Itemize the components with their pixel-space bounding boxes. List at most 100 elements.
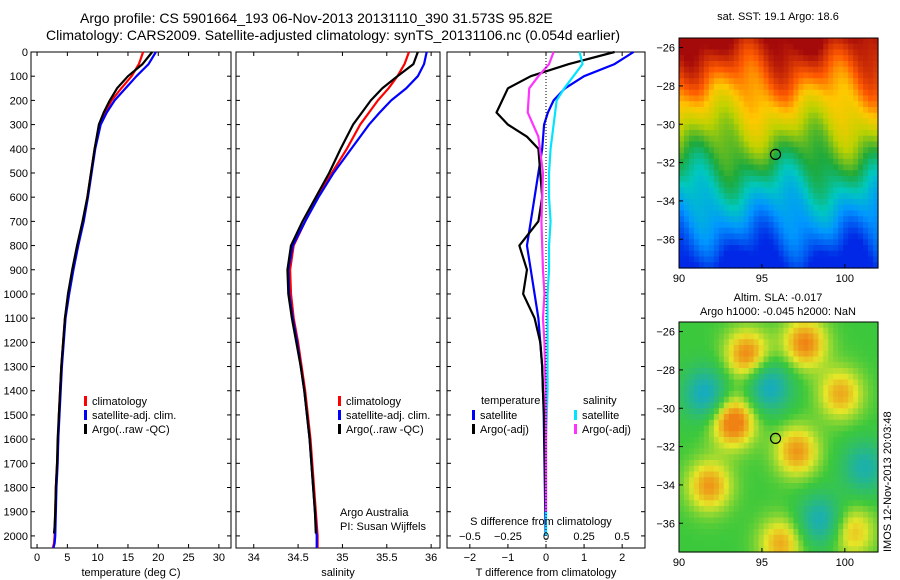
map-cell	[848, 176, 854, 183]
map-cell	[753, 135, 760, 143]
map-cell	[873, 147, 879, 154]
map-cell	[743, 262, 750, 269]
map-cell	[863, 431, 869, 438]
map-cell	[828, 460, 834, 467]
map-cell	[718, 43, 725, 51]
map-cell	[868, 130, 874, 137]
map-cell	[733, 118, 740, 125]
map-cell	[868, 245, 874, 252]
map-cell	[718, 322, 725, 329]
map-cell	[679, 350, 685, 358]
map-cell	[748, 55, 755, 62]
map-cell	[718, 170, 725, 177]
map-cell	[683, 500, 690, 507]
map-cell	[718, 368, 725, 375]
map-cell	[808, 239, 814, 246]
map-cell	[868, 477, 874, 484]
map-cell	[823, 118, 829, 125]
map-cell	[868, 362, 874, 369]
map-cell	[718, 477, 725, 484]
map-cell	[823, 199, 829, 206]
map-cell	[693, 107, 700, 114]
map-cell	[763, 147, 770, 154]
map-cell	[728, 158, 735, 166]
map-cell	[778, 391, 785, 398]
map-cell	[838, 112, 844, 120]
map-cell	[763, 78, 770, 85]
map-cell	[828, 107, 834, 114]
map-cell	[698, 239, 705, 246]
map-cell	[793, 107, 799, 114]
map-cell	[803, 500, 809, 507]
map-cell	[708, 339, 715, 346]
map-cell	[773, 322, 780, 329]
map-cell	[718, 84, 725, 91]
map-cell	[698, 546, 705, 553]
map-cell	[758, 61, 765, 68]
map-cell	[863, 95, 869, 102]
map-cell	[738, 78, 745, 85]
map-cell	[768, 523, 775, 530]
map-cell	[698, 262, 705, 269]
map-cell	[823, 396, 829, 404]
map-cell	[813, 84, 819, 91]
map-cell	[858, 89, 864, 97]
map-cell	[858, 222, 864, 229]
map-cell	[853, 130, 859, 137]
map-cell	[873, 250, 879, 258]
map-cell	[683, 419, 690, 427]
map-cell	[679, 210, 685, 217]
map-cell	[753, 245, 760, 252]
map-cell	[768, 339, 775, 346]
map-cell	[868, 454, 874, 461]
map-cell	[738, 494, 745, 501]
map-cell	[828, 55, 834, 62]
map-cell	[818, 66, 824, 74]
map-cell	[773, 95, 780, 102]
map-cell	[818, 55, 824, 62]
map-cell	[843, 66, 849, 74]
map-cell	[683, 147, 690, 154]
map-cell	[683, 66, 690, 74]
map-cell	[718, 89, 725, 97]
map-cell	[833, 61, 839, 68]
map-cell	[733, 373, 740, 381]
map-cell	[783, 61, 790, 68]
map-cell	[798, 534, 804, 542]
map-cell	[858, 391, 864, 398]
map-cell	[683, 540, 690, 547]
y-tick-label: −32	[656, 158, 675, 170]
map-cell	[718, 414, 725, 421]
map-cell	[703, 262, 710, 269]
map-cell	[873, 245, 879, 252]
map-cell	[773, 256, 780, 263]
map-cell	[763, 391, 770, 398]
map-cell	[858, 112, 864, 120]
map-cell	[688, 38, 695, 45]
map-cell	[803, 483, 809, 490]
map-cell	[813, 379, 819, 386]
map-cell	[753, 66, 760, 74]
map-cell	[679, 199, 685, 206]
map-cell	[753, 153, 760, 160]
map-cell	[738, 43, 745, 51]
map-cell	[853, 356, 859, 363]
map-cell	[863, 49, 869, 56]
map-cell	[688, 327, 695, 335]
map-cell	[778, 38, 785, 45]
map-cell	[693, 170, 700, 177]
map-cell	[693, 124, 700, 131]
map-cell	[733, 414, 740, 421]
map-cell	[743, 540, 750, 547]
map-cell	[818, 511, 824, 519]
map-cell	[843, 141, 849, 148]
map-cell	[863, 199, 869, 206]
map-cell	[778, 477, 785, 484]
map-cell	[833, 118, 839, 125]
map-cell	[753, 437, 760, 444]
map-cell	[708, 425, 715, 432]
map-cell	[688, 204, 695, 212]
map-cell	[843, 187, 849, 194]
map-cell	[803, 135, 809, 143]
map-cell	[723, 483, 730, 490]
